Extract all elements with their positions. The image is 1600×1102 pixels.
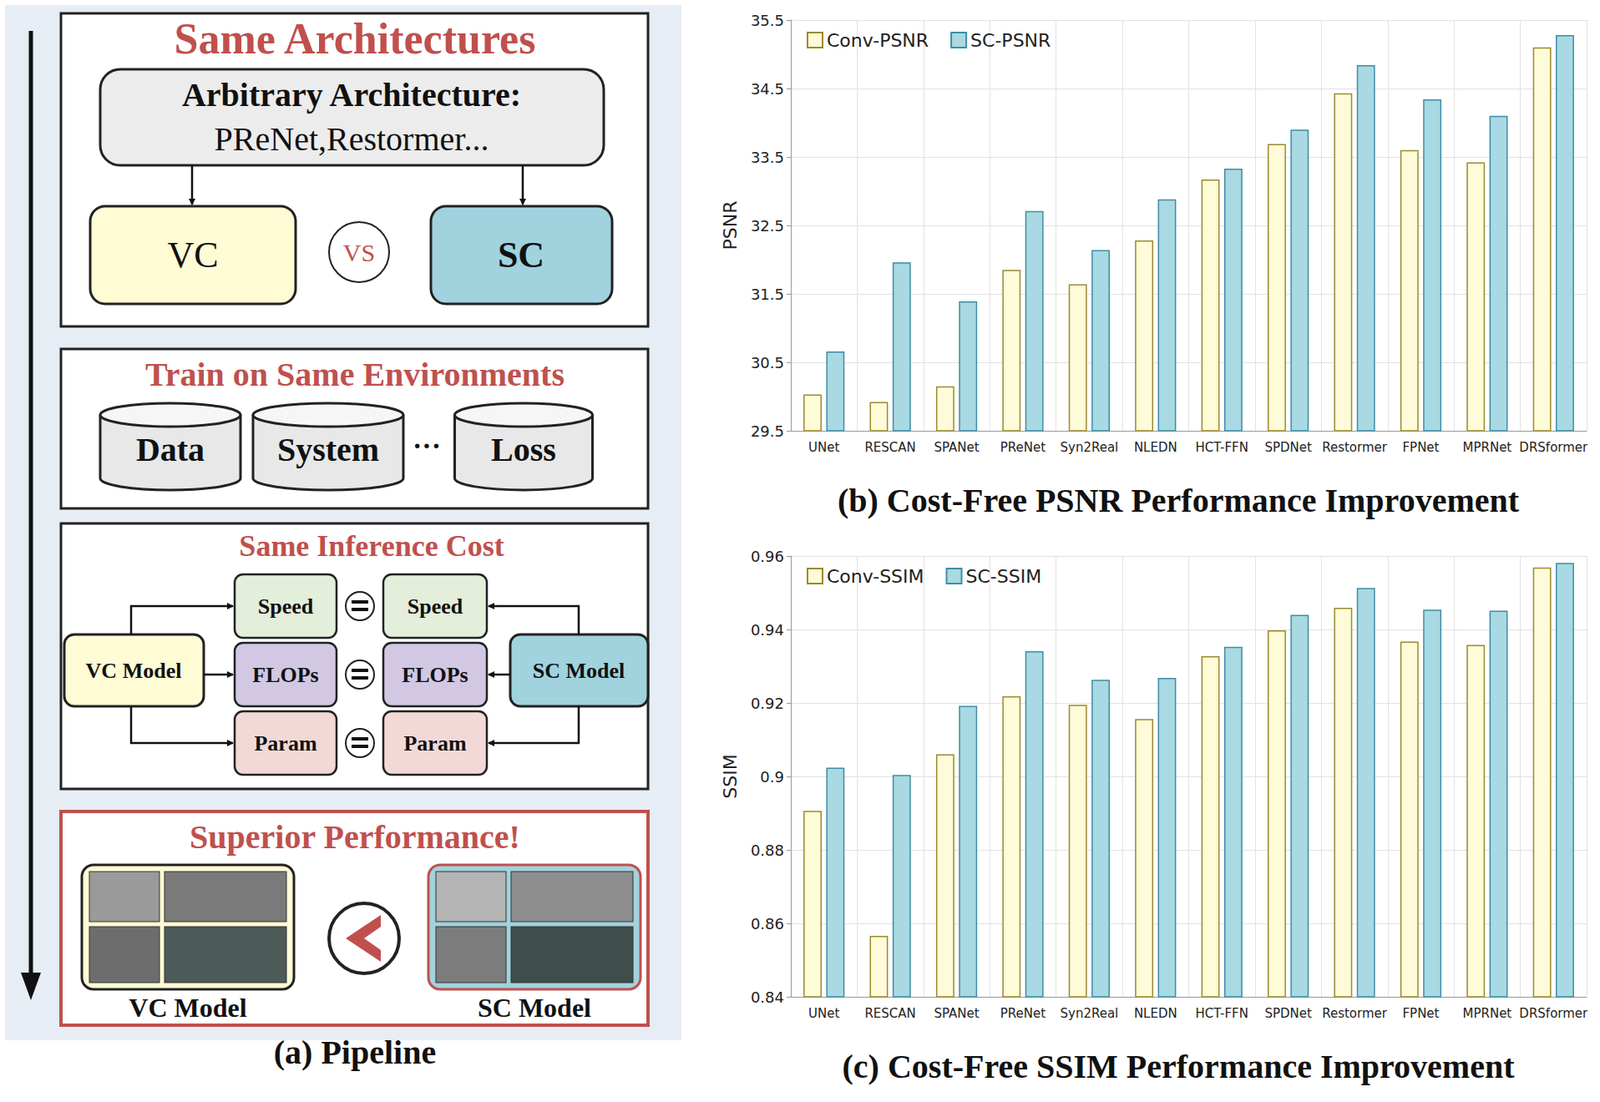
- svg-text:PReNet: PReNet: [1000, 440, 1046, 456]
- svg-text:SPANet: SPANet: [933, 440, 979, 456]
- svg-text:VC: VC: [167, 234, 218, 276]
- svg-text:PReNet: PReNet: [1000, 1006, 1046, 1022]
- svg-text:Arbitrary Architecture:: Arbitrary Architecture:: [182, 75, 522, 114]
- svg-text:UNet: UNet: [808, 1006, 840, 1022]
- svg-text:Restormer: Restormer: [1321, 1006, 1388, 1022]
- svg-text:UNet: UNet: [808, 440, 840, 456]
- svg-text:PReNet,Restormer...: PReNet,Restormer...: [214, 120, 490, 158]
- svg-text:VC Model: VC Model: [128, 992, 247, 1023]
- svg-text:Same Architectures: Same Architectures: [174, 15, 537, 63]
- svg-text:33.5: 33.5: [750, 148, 785, 167]
- svg-text:NLEDN: NLEDN: [1134, 440, 1178, 456]
- svg-text:Conv-PSNR: Conv-PSNR: [826, 30, 929, 51]
- svg-text:34.5: 34.5: [750, 80, 785, 98]
- svg-text:···: ···: [412, 430, 441, 461]
- svg-text:MPRNet: MPRNet: [1463, 440, 1513, 456]
- svg-text:(c) Cost-Free SSIM Performance: (c) Cost-Free SSIM Performance Improveme…: [842, 1048, 1516, 1086]
- svg-text:(a) Pipeline: (a) Pipeline: [273, 1033, 436, 1072]
- svg-text:FPNet: FPNet: [1402, 440, 1439, 456]
- svg-text:SSIM: SSIM: [719, 754, 741, 799]
- svg-text:Loss: Loss: [491, 430, 557, 469]
- svg-text:HCT-FFN: HCT-FFN: [1194, 440, 1248, 456]
- svg-text:HCT-FFN: HCT-FFN: [1194, 1006, 1248, 1022]
- svg-text:SC-PSNR: SC-PSNR: [970, 30, 1051, 51]
- svg-text:SC Model: SC Model: [532, 658, 626, 684]
- svg-text:Conv-SSIM: Conv-SSIM: [826, 566, 925, 588]
- svg-text:Superior Performance!: Superior Performance!: [189, 818, 521, 856]
- svg-text:0.94: 0.94: [750, 621, 785, 639]
- svg-text:RESCAN: RESCAN: [864, 1006, 916, 1022]
- svg-text:Restormer: Restormer: [1321, 440, 1388, 456]
- svg-text:FLOPs: FLOPs: [401, 663, 468, 688]
- svg-text:0.84: 0.84: [750, 988, 785, 1007]
- svg-text:0.96: 0.96: [750, 547, 785, 566]
- svg-text:0.92: 0.92: [750, 694, 785, 713]
- svg-text:Param: Param: [253, 731, 317, 756]
- svg-text:(b) Cost-Free PSNR Performance: (b) Cost-Free PSNR Performance Improveme…: [837, 481, 1520, 520]
- svg-text:NLEDN: NLEDN: [1134, 1006, 1178, 1022]
- svg-text:PSNR: PSNR: [719, 201, 741, 251]
- svg-text:DRSformer: DRSformer: [1518, 440, 1589, 456]
- svg-text:SPANet: SPANet: [933, 1006, 979, 1022]
- svg-text:SC-SSIM: SC-SSIM: [966, 566, 1043, 588]
- svg-text:Speed: Speed: [258, 594, 314, 619]
- svg-text:Param: Param: [403, 731, 466, 756]
- svg-text:FPNet: FPNet: [1402, 1006, 1439, 1022]
- svg-text:MPRNet: MPRNet: [1463, 1006, 1513, 1022]
- svg-text:VS: VS: [343, 238, 375, 267]
- svg-text:Speed: Speed: [407, 594, 464, 619]
- svg-text:Same Inference Cost: Same Inference Cost: [238, 529, 504, 563]
- svg-text:Data: Data: [136, 430, 205, 469]
- svg-text:32.5: 32.5: [750, 217, 785, 235]
- svg-text:SC: SC: [497, 234, 545, 276]
- svg-text:Syn2Real: Syn2Real: [1059, 440, 1119, 456]
- svg-text:0.9: 0.9: [759, 768, 785, 786]
- svg-text:FLOPs: FLOPs: [252, 663, 319, 688]
- svg-text:29.5: 29.5: [750, 422, 785, 441]
- svg-text:SPDNet: SPDNet: [1264, 1006, 1312, 1022]
- svg-text:Syn2Real: Syn2Real: [1059, 1006, 1119, 1022]
- svg-text:30.5: 30.5: [750, 354, 785, 372]
- svg-text:0.88: 0.88: [750, 841, 785, 860]
- svg-text:SC Model: SC Model: [477, 992, 592, 1023]
- svg-text:Train on Same Environments: Train on Same Environments: [145, 355, 565, 394]
- svg-text:System: System: [277, 430, 380, 469]
- svg-text:SPDNet: SPDNet: [1264, 440, 1312, 456]
- svg-text:0.86: 0.86: [750, 915, 785, 933]
- svg-text:RESCAN: RESCAN: [864, 440, 916, 456]
- svg-text:VC Model: VC Model: [86, 658, 183, 684]
- svg-text:31.5: 31.5: [750, 285, 785, 304]
- svg-text:35.5: 35.5: [750, 11, 785, 30]
- svg-text:DRSformer: DRSformer: [1518, 1006, 1589, 1022]
